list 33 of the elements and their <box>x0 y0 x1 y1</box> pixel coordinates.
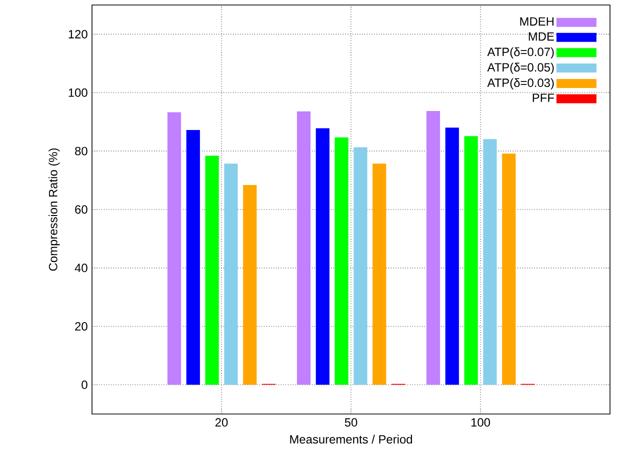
bar <box>224 164 238 385</box>
bar <box>243 184 257 385</box>
y-axis-title: Compression Ratio (%) <box>48 148 60 271</box>
legend-label: PFF <box>532 94 554 102</box>
legend-label: ATP(δ=0.03) <box>487 78 554 90</box>
bar <box>205 156 219 385</box>
bar <box>334 137 348 385</box>
y-tick-label: 0 <box>82 380 88 389</box>
bar <box>483 139 497 385</box>
x-tick-label: 50 <box>344 418 358 427</box>
bar <box>186 130 200 385</box>
bar <box>354 147 368 385</box>
legend-label: MDE <box>528 32 554 41</box>
legend-label: ATP(δ=0.07) <box>487 47 554 58</box>
bar <box>372 164 386 385</box>
x-axis-title: Measurements / Period <box>290 434 412 444</box>
x-tick-label: 100 <box>471 418 490 427</box>
bar <box>316 128 330 385</box>
y-tick-label: 60 <box>75 205 88 214</box>
y-tick-label: 40 <box>74 264 88 272</box>
x-tick-label: 20 <box>215 418 228 427</box>
y-tick-label: 80 <box>75 146 88 156</box>
y-tick-label: 100 <box>68 88 88 97</box>
bar <box>502 154 516 385</box>
bar <box>426 111 440 385</box>
bar <box>167 112 182 385</box>
legend-label: ATP(δ=0.05) <box>487 62 554 74</box>
bar <box>445 128 459 385</box>
bar <box>464 136 478 385</box>
bar <box>296 111 311 385</box>
y-tick-label: 20 <box>75 322 88 331</box>
legend-label: MDEH <box>520 17 554 26</box>
y-tick-label: 120 <box>68 30 88 38</box>
